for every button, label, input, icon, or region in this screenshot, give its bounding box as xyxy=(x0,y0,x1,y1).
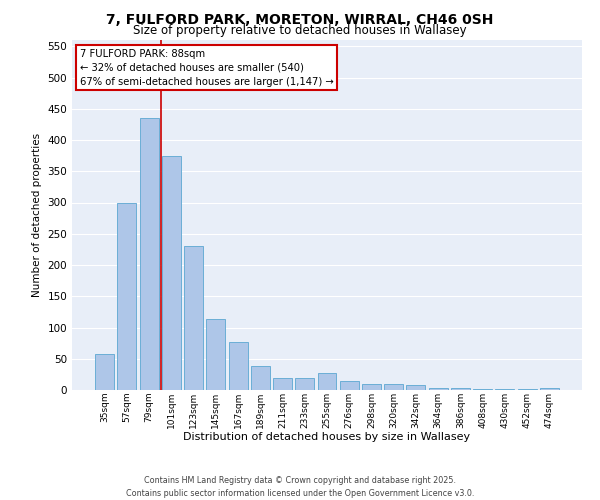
Bar xyxy=(406,385,425,390)
Y-axis label: Number of detached properties: Number of detached properties xyxy=(32,133,42,297)
Bar xyxy=(340,380,359,390)
Bar xyxy=(118,202,136,390)
Text: Contains HM Land Registry data © Crown copyright and database right 2025.
Contai: Contains HM Land Registry data © Crown c… xyxy=(126,476,474,498)
Bar xyxy=(384,384,403,390)
Bar xyxy=(429,388,448,390)
Text: Size of property relative to detached houses in Wallasey: Size of property relative to detached ho… xyxy=(133,24,467,37)
Bar xyxy=(184,246,203,390)
Bar xyxy=(473,389,492,390)
Bar xyxy=(362,384,381,390)
Bar xyxy=(140,118,158,390)
Text: 7 FULFORD PARK: 88sqm
← 32% of detached houses are smaller (540)
67% of semi-det: 7 FULFORD PARK: 88sqm ← 32% of detached … xyxy=(80,49,334,87)
Bar xyxy=(295,378,314,390)
Bar xyxy=(162,156,181,390)
Bar xyxy=(273,378,292,390)
Bar xyxy=(451,388,470,390)
Bar xyxy=(229,342,248,390)
Bar xyxy=(95,354,114,390)
Text: 7, FULFORD PARK, MORETON, WIRRAL, CH46 0SH: 7, FULFORD PARK, MORETON, WIRRAL, CH46 0… xyxy=(106,12,494,26)
Bar xyxy=(206,320,225,390)
X-axis label: Distribution of detached houses by size in Wallasey: Distribution of detached houses by size … xyxy=(184,432,470,442)
Bar xyxy=(540,388,559,390)
Bar xyxy=(317,373,337,390)
Bar xyxy=(251,366,270,390)
